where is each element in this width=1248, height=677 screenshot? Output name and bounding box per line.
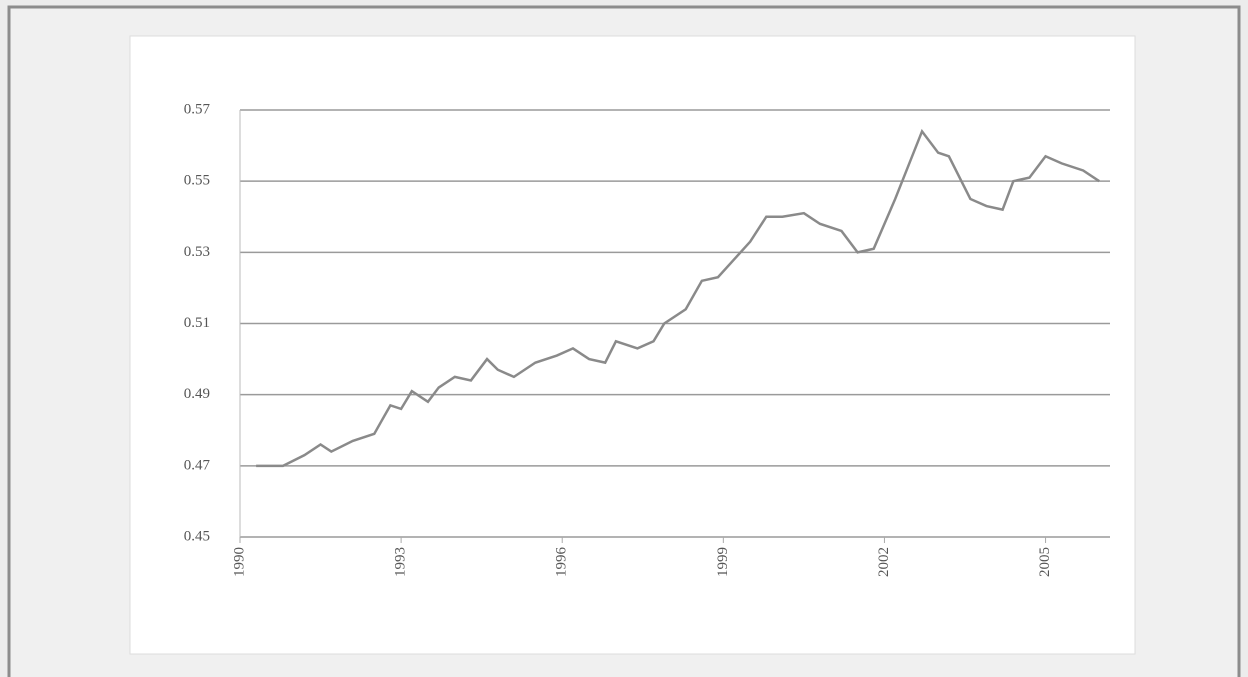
y-tick-label: 0.49 bbox=[184, 386, 210, 402]
y-tick-label: 0.57 bbox=[184, 101, 211, 117]
y-tick-label: 0.55 bbox=[184, 173, 210, 189]
x-tick-label: 2005 bbox=[1037, 547, 1053, 577]
y-tick-label: 0.53 bbox=[184, 244, 210, 260]
y-tick-label: 0.45 bbox=[184, 528, 210, 544]
x-tick-label: 1990 bbox=[231, 547, 247, 577]
chart-panel bbox=[129, 35, 1136, 655]
x-tick-label: 2002 bbox=[876, 547, 892, 577]
x-tick-label: 1996 bbox=[554, 547, 570, 578]
y-tick-label: 0.51 bbox=[184, 315, 210, 331]
data-line bbox=[256, 128, 1100, 468]
y-tick-label: 0.47 bbox=[184, 457, 211, 473]
x-tick-label: 1993 bbox=[393, 547, 409, 577]
x-tick-label: 1999 bbox=[715, 547, 731, 577]
